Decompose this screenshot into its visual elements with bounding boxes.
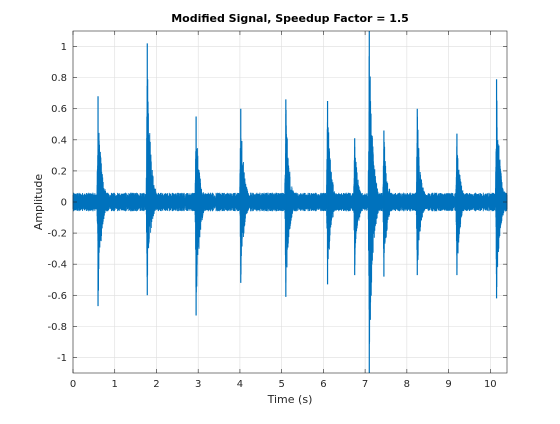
x-tick-label: 1	[112, 379, 118, 390]
x-tick-label: 4	[237, 379, 243, 390]
x-tick-label: 3	[195, 379, 201, 390]
y-tick-label: 0.2	[51, 166, 67, 177]
series	[72, 31, 508, 373]
signal-line	[72, 56, 508, 344]
x-tick-label: 6	[320, 379, 326, 390]
y-tick-label: 1	[61, 42, 67, 53]
x-axis-label: Time (s)	[267, 393, 313, 406]
y-axis-label: Amplitude	[32, 174, 45, 231]
x-tick-label: 7	[362, 379, 368, 390]
ticks: 0 1 2 3 4 5 6 7 8 9 10 -1 -0.8 -0.6 -0.4 -0.2 0 0.2 0.4 0.6…	[47, 31, 507, 390]
y-tick-label: -0.4	[47, 260, 67, 271]
y-tick-label: -0.8	[47, 322, 67, 333]
y-tick-label: 0.4	[51, 135, 67, 146]
chart-title: Modified Signal, Speedup Factor = 1.5	[171, 12, 409, 25]
y-tick-label: 0.8	[51, 73, 67, 84]
y-tick-label: -0.2	[47, 229, 67, 240]
y-tick-label: 0.6	[51, 104, 67, 115]
y-tick-label: 0	[61, 198, 67, 209]
x-tick-label: 2	[153, 379, 159, 390]
y-tick-label: -0.6	[47, 291, 67, 302]
x-tick-label: 8	[404, 379, 410, 390]
y-tick-label: -1	[57, 353, 67, 364]
x-tick-label: 5	[278, 379, 284, 390]
x-tick-label: 9	[445, 379, 451, 390]
x-tick-label: 10	[484, 379, 497, 390]
x-tick-label: 0	[70, 379, 76, 390]
